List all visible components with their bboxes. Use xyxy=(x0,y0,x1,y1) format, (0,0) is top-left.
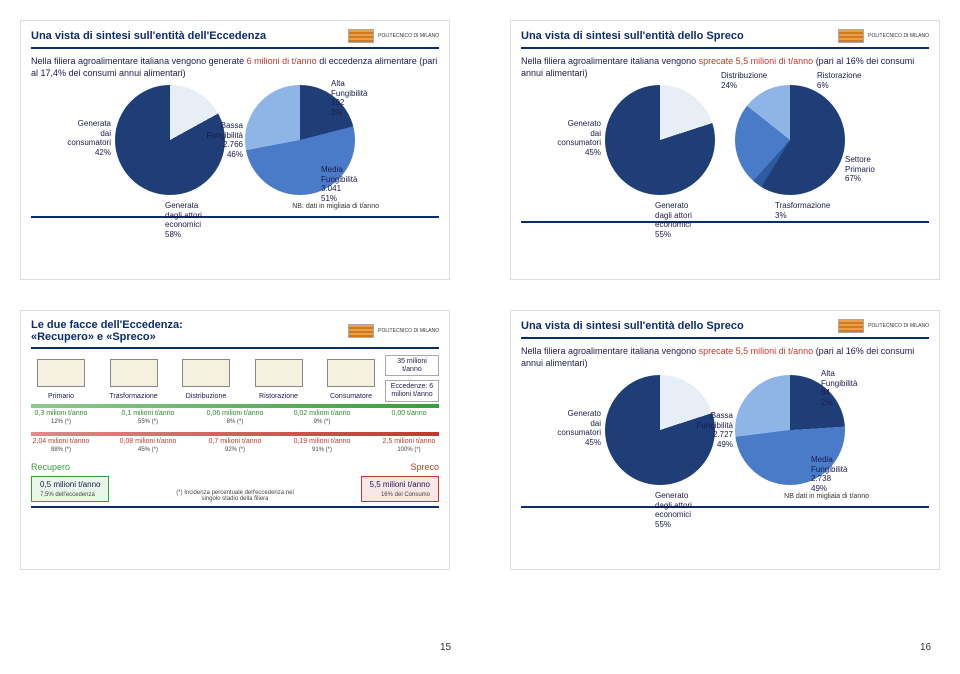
subtitle-pre: Nella filiera agroalimentare italiana ve… xyxy=(521,346,699,356)
flow-cell: 0,3 milioni t/anno12% (*) xyxy=(31,410,91,426)
flow-cell: 0,06 milioni t/anno8% (*) xyxy=(205,410,265,426)
lbl-econ: Generatodagli attorieconomici55% xyxy=(655,201,725,239)
lbl-bassa: BassaFungibilità2.76646% xyxy=(185,121,243,159)
logo-icon xyxy=(348,324,374,338)
header: Una vista di sintesi sull'entità dello S… xyxy=(521,29,929,49)
lbl-distr: Distribuzione24% xyxy=(721,71,781,90)
footnote: (*) Incidenza percentuale dell'eccedenza… xyxy=(175,490,295,502)
charts: Generatadaiconsumatori42% Generatadagli … xyxy=(31,85,439,195)
badge-consumo: 35 milioni t/anno xyxy=(385,355,439,376)
header: Le due facce dell'Eccedenza: «Recupero» … xyxy=(31,319,439,349)
logo-text: POLITECNICO DI MILANO xyxy=(378,329,439,334)
stage-distr-icon xyxy=(182,359,230,387)
charts: Generatodaiconsumatori45% Generatodagli … xyxy=(521,375,929,485)
lbl-trasf: Trasformazione3% xyxy=(775,201,845,220)
lbl-econ: Generatodagli attorieconomici55% xyxy=(655,491,725,529)
flow-cell: 0,00 t/anno xyxy=(379,410,439,426)
pie-settori xyxy=(735,85,845,195)
flow-cell: 0,1 milioni t/anno55% (*) xyxy=(118,410,178,426)
logo: POLITECNICO DI MILANO xyxy=(838,319,929,333)
subtitle-red: 6 milioni di t/anno xyxy=(247,56,317,66)
recupero-sub: 7,5% dell'eccedenza xyxy=(40,492,95,498)
title: Una vista di sintesi sull'entità dell'Ec… xyxy=(31,30,266,42)
flow-cell: 0,02 milioni t/anno9% (*) xyxy=(292,410,352,426)
lbl-cons: Generatodaiconsumatori45% xyxy=(545,119,601,157)
charts: Generatodaiconsumatori45% Generatodagli … xyxy=(521,85,929,195)
flow-cell: 0,08 milioni t/anno45% (*) xyxy=(118,438,178,454)
stage-icons xyxy=(31,359,381,389)
stage-cons-icon xyxy=(327,359,375,387)
lbl-primario: SettorePrimario67% xyxy=(845,155,899,184)
recupero-title: Recupero xyxy=(31,462,109,472)
slide-spreco-sector: Una vista di sintesi sull'entità dello S… xyxy=(510,20,940,280)
lbl-bassa: BassaFungibilità2.72749% xyxy=(675,411,733,449)
spreco-title: Spreco xyxy=(361,462,439,472)
stage-cons: Consumatore xyxy=(321,393,381,400)
row-spreco: 2,04 milioni t/anno88% (*) 0,08 milioni t… xyxy=(31,438,439,454)
logo: POLITECNICO DI MILANO xyxy=(348,324,439,338)
slide-eccedenza: Una vista di sintesi sull'entità dell'Ec… xyxy=(20,20,450,280)
logo: POLITECNICO DI MILANO xyxy=(838,29,929,43)
stage-trasf-icon xyxy=(110,359,158,387)
recupero-val: 0,5 milioni t/anno xyxy=(40,480,100,489)
bottom-rule xyxy=(521,506,929,508)
row-recupero: 0,3 milioni t/anno12% (*) 0,1 milioni t/a… xyxy=(31,410,439,426)
lbl-alta: AltaFungibilità1923% xyxy=(331,79,387,117)
lbl-rist: Ristorazione6% xyxy=(817,71,877,90)
stage-rist: Ristorazione xyxy=(249,393,309,400)
header: Una vista di sintesi sull'entità dell'Ec… xyxy=(31,29,439,49)
lbl-cons: Generatadaiconsumatori42% xyxy=(55,119,111,157)
flow-red-bar xyxy=(31,432,439,436)
stage-labels: Primario Trasformazione Distribuzione Ri… xyxy=(31,393,381,400)
flow-cell: 2,5 milioni t/anno100% (*) xyxy=(379,438,439,454)
lbl-econ: Generatadagli attorieconomici58% xyxy=(165,201,235,239)
lbl-cons: Generatodaiconsumatori45% xyxy=(545,409,601,447)
title: Una vista di sintesi sull'entità dello S… xyxy=(521,320,744,332)
slide-recupero-spreco: Le due facce dell'Eccedenza: «Recupero» … xyxy=(20,310,450,570)
subtitle: Nella filiera agroalimentare italiana ve… xyxy=(521,345,929,369)
stage-primario-icon xyxy=(37,359,85,387)
stage-distr: Distribuzione xyxy=(176,393,236,400)
logo-text: POLITECNICO DI MILANO xyxy=(868,34,929,39)
subtitle-red: sprecate 5,5 milioni di t/anno xyxy=(699,346,814,356)
flow-cell: 0,19 milioni t/anno91% (*) xyxy=(292,438,352,454)
logo-icon xyxy=(348,29,374,43)
spreco-val: 5,5 milioni t/anno xyxy=(370,480,430,489)
page-num-left: 15 xyxy=(440,642,451,653)
lbl-media: MediaFungibilità2.73849% xyxy=(811,455,867,493)
logo-icon xyxy=(838,29,864,43)
lbl-media: MediaFungibilità3.04151% xyxy=(321,165,377,203)
subtitle-red: sprecate 5,5 milioni di t/anno xyxy=(699,56,814,66)
lbl-alta: AltaFungibilità842% xyxy=(821,369,877,407)
header: Una vista di sintesi sull'entità dello S… xyxy=(521,319,929,339)
logo: POLITECNICO DI MILANO xyxy=(348,29,439,43)
logo-text: POLITECNICO DI MILANO xyxy=(378,34,439,39)
slide-spreco-fungibilita: Una vista di sintesi sull'entità dello S… xyxy=(510,310,940,570)
title: Una vista di sintesi sull'entità dello S… xyxy=(521,30,744,42)
page-num-right: 16 xyxy=(920,642,931,653)
title: Le due facce dell'Eccedenza: «Recupero» … xyxy=(31,319,183,343)
logo-text: POLITECNICO DI MILANO xyxy=(868,324,929,329)
logo-icon xyxy=(838,319,864,333)
stage-trasf: Trasformazione xyxy=(104,393,164,400)
subtitle-pre: Nella filiera agroalimentare italiana ve… xyxy=(31,56,247,66)
flow-green-bar xyxy=(31,404,439,408)
flow-cell: 0,7 milioni t/anno92% (*) xyxy=(205,438,265,454)
bottom-rule xyxy=(521,221,929,223)
subtitle: Nella filiera agroalimentare italiana ve… xyxy=(31,55,439,79)
bottom-rule xyxy=(31,506,439,508)
flow-cell: 2,04 milioni t/anno88% (*) xyxy=(31,438,91,454)
subtitle-pre: Nella filiera agroalimentare italiana ve… xyxy=(521,56,699,66)
recupero-box: 0,5 milioni t/anno 7,5% dell'eccedenza xyxy=(31,476,109,502)
pie-consumatori xyxy=(605,85,715,195)
stage-primario: Primario xyxy=(31,393,91,400)
badge-eccedenze: Eccedenze: 6 milioni t/anno xyxy=(385,380,439,401)
bottom-rule xyxy=(31,216,439,218)
stage-rist-icon xyxy=(255,359,303,387)
spreco-box: 5,5 milioni t/anno 16% del Consumo xyxy=(361,476,439,502)
spreco-sub: 16% del Consumo xyxy=(381,492,430,498)
